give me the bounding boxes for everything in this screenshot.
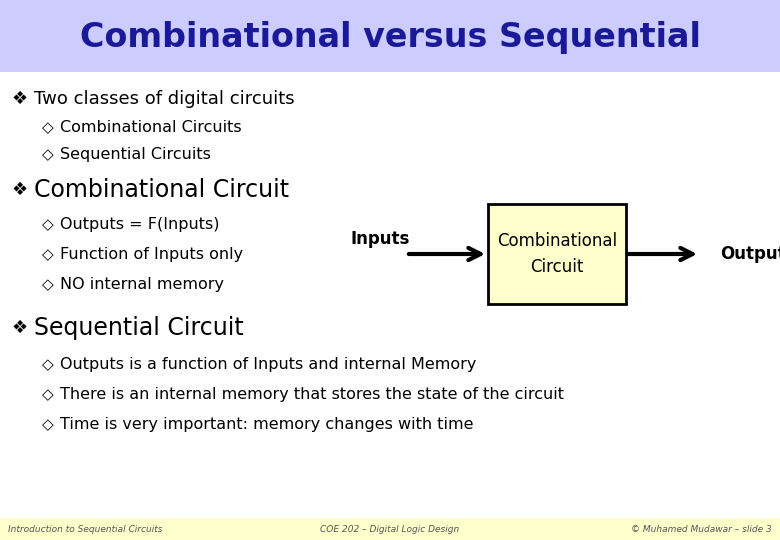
Text: Two classes of digital circuits: Two classes of digital circuits — [34, 90, 295, 108]
Text: ❖: ❖ — [12, 90, 28, 108]
Text: Sequential Circuit: Sequential Circuit — [34, 316, 243, 340]
Text: © Muhamed Mudawar – slide 3: © Muhamed Mudawar – slide 3 — [631, 524, 772, 534]
Bar — [488, 204, 626, 304]
Text: ◇: ◇ — [42, 278, 54, 293]
Text: ◇: ◇ — [42, 417, 54, 433]
Text: COE 202 – Digital Logic Design: COE 202 – Digital Logic Design — [321, 524, 459, 534]
Text: Combinational: Combinational — [497, 232, 617, 250]
Text: Combinational Circuits: Combinational Circuits — [60, 120, 242, 136]
Bar — [0, 0, 780, 72]
Text: ◇: ◇ — [42, 147, 54, 163]
Text: ◇: ◇ — [42, 120, 54, 136]
Text: Circuit: Circuit — [530, 258, 583, 276]
Text: Outputs is a function of Inputs and internal Memory: Outputs is a function of Inputs and inte… — [60, 357, 477, 373]
Text: ❖: ❖ — [12, 319, 28, 337]
Text: Introduction to Sequential Circuits: Introduction to Sequential Circuits — [8, 524, 162, 534]
Bar — [0, 518, 780, 540]
Text: ◇: ◇ — [42, 357, 54, 373]
Text: ◇: ◇ — [42, 218, 54, 233]
Text: Sequential Circuits: Sequential Circuits — [60, 147, 211, 163]
Text: There is an internal memory that stores the state of the circuit: There is an internal memory that stores … — [60, 388, 564, 402]
Text: Time is very important: memory changes with time: Time is very important: memory changes w… — [60, 417, 473, 433]
Text: Outputs: Outputs — [720, 245, 780, 263]
Text: Combinational versus Sequential: Combinational versus Sequential — [80, 22, 700, 55]
Text: NO internal memory: NO internal memory — [60, 278, 224, 293]
Text: Outputs = F(Inputs): Outputs = F(Inputs) — [60, 218, 219, 233]
Text: Function of Inputs only: Function of Inputs only — [60, 247, 243, 262]
Text: ◇: ◇ — [42, 388, 54, 402]
Text: Inputs: Inputs — [350, 230, 410, 248]
Text: ◇: ◇ — [42, 247, 54, 262]
Text: ❖: ❖ — [12, 181, 28, 199]
Text: Combinational Circuit: Combinational Circuit — [34, 178, 289, 202]
